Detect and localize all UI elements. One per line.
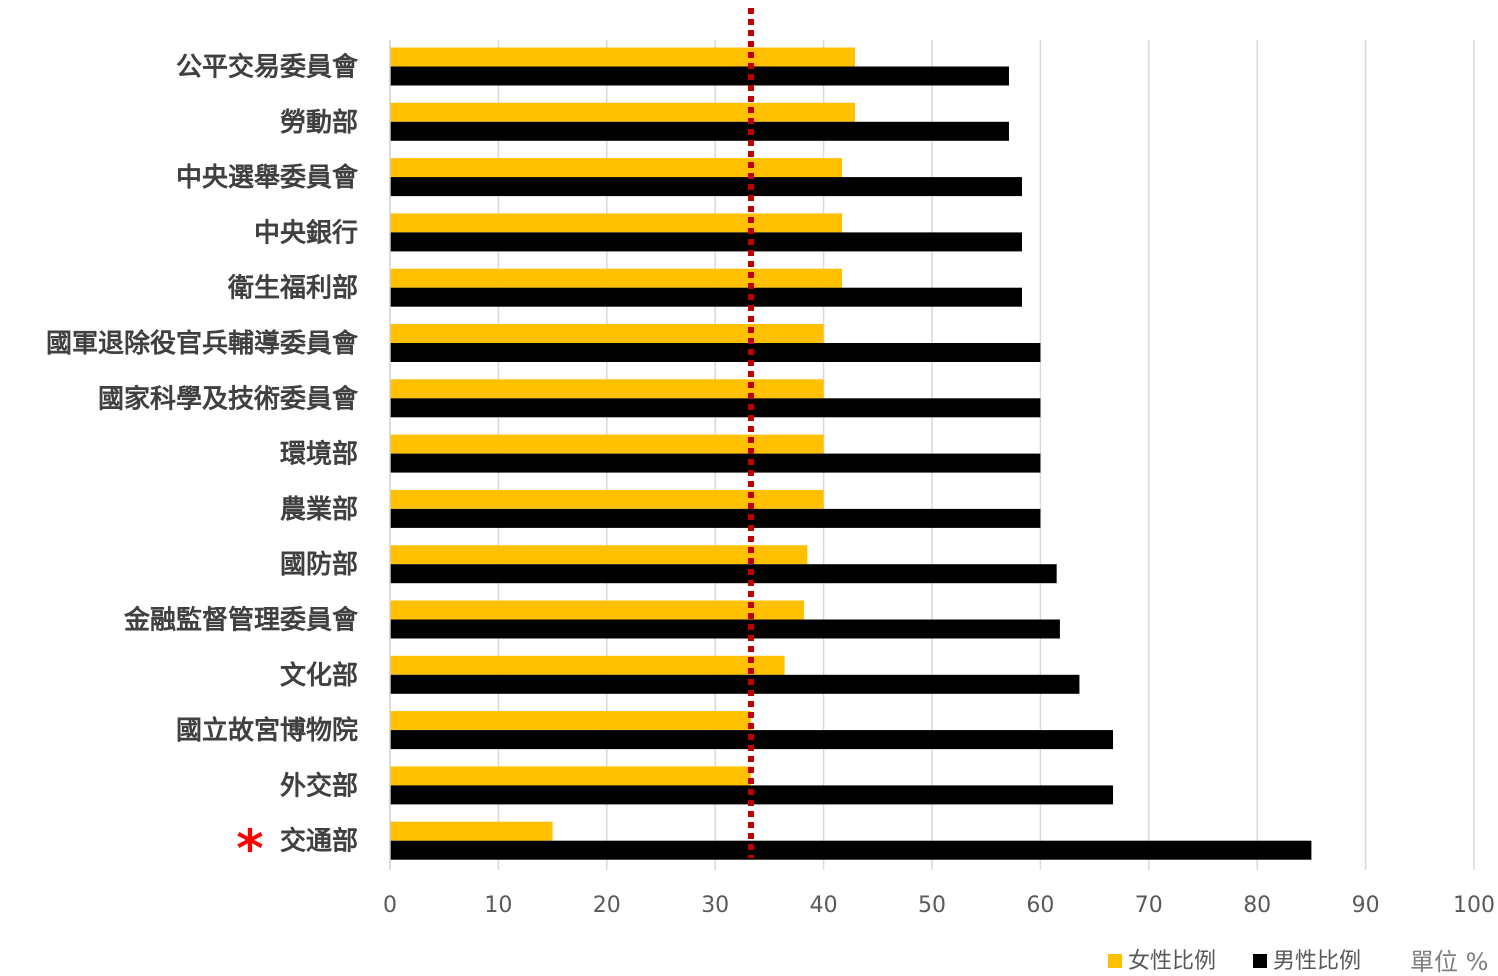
category-label: 外交部 (280, 770, 358, 801)
bars (390, 47, 1312, 860)
legend-label-male: 男性比例 (1273, 949, 1361, 974)
bar-female (390, 655, 785, 675)
x-tick-label: 100 (1453, 893, 1495, 918)
x-tick-label: 0 (383, 893, 397, 918)
x-tick-label: 30 (701, 893, 729, 918)
category-label: 國防部 (280, 550, 358, 580)
category-label: 中央選舉委員會 (176, 162, 359, 193)
category-label: 勞動部 (280, 108, 358, 138)
legend-swatch-male (1253, 954, 1267, 968)
bar-male (390, 66, 1009, 86)
x-tick-label: 80 (1243, 893, 1271, 918)
category-label: 文化部 (280, 660, 358, 691)
bar-male (390, 508, 1041, 528)
bar-female (390, 434, 824, 454)
bar-male (390, 287, 1022, 307)
bar-female (390, 766, 751, 786)
x-tick-label: 60 (1026, 893, 1054, 918)
legend: 女性比例 男性比例 (1108, 949, 1361, 974)
category-label: 國軍退除役官兵輔導委員會 (46, 328, 359, 359)
bar-male (390, 840, 1312, 860)
x-tick-labels: 0 10 20 30 40 50 60 70 80 90 100 (383, 893, 1495, 918)
category-label: 衛生福利部 (227, 274, 358, 304)
category-label: 環境部 (280, 439, 358, 470)
bar-male (390, 453, 1041, 473)
category-label: 國立故宮博物院 (176, 715, 358, 746)
unit-label: 單位 % (1410, 948, 1488, 976)
bar-female (390, 102, 856, 122)
bar-female (390, 489, 824, 509)
x-tick-label: 50 (918, 893, 946, 918)
bar-female (390, 711, 751, 731)
bar-female (390, 158, 843, 178)
x-tick-label: 20 (593, 893, 621, 918)
bar-male (390, 619, 1060, 639)
category-label: 公平交易委員會 (176, 52, 359, 83)
bar-female (390, 821, 553, 841)
legend-label-female: 女性比例 (1128, 949, 1216, 974)
category-label: 金融監督管理委員會 (123, 605, 359, 636)
bar-female (390, 324, 824, 343)
bar-male (390, 564, 1057, 584)
highlight-star-icon: * (236, 820, 263, 880)
bar-male (390, 398, 1041, 418)
x-tick-label: 10 (484, 893, 512, 918)
bar-male (390, 232, 1022, 252)
x-tick-label: 90 (1352, 893, 1380, 918)
bar-male (390, 343, 1041, 362)
bar-female (390, 545, 808, 565)
category-label: 交通部 (280, 826, 358, 857)
bar-female (390, 600, 805, 620)
category-labels: 公平交易委員會勞動部中央選舉委員會中央銀行衛生福利部國軍退除役官兵輔導委員會國家… (46, 52, 359, 880)
category-label: 中央銀行 (254, 217, 358, 248)
x-tick-label: 40 (810, 893, 838, 918)
bar-female (390, 379, 824, 399)
legend-swatch-female (1108, 954, 1122, 968)
bar-male (390, 177, 1022, 197)
x-tick-label: 70 (1135, 893, 1163, 918)
bar-male (390, 674, 1080, 694)
bar-female (390, 47, 856, 67)
bar-male (390, 121, 1009, 141)
bar-female (390, 268, 843, 288)
category-label: 國家科學及技術委員會 (98, 383, 359, 414)
bar-female (390, 213, 843, 233)
category-label: 農業部 (280, 495, 358, 525)
